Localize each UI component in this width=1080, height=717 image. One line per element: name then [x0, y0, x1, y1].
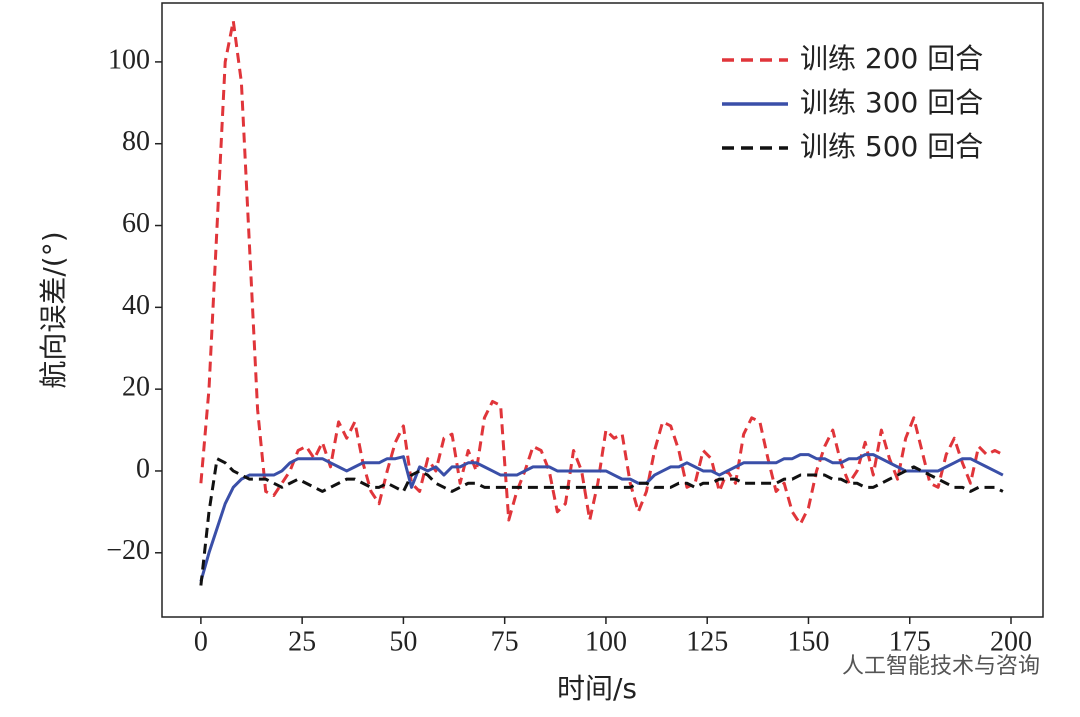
x-tick-label: 0 — [194, 626, 208, 657]
y-tick-label: 20 — [122, 372, 150, 403]
x-tick-label: 200 — [990, 626, 1032, 657]
y-tick-label: 0 — [136, 453, 150, 484]
series-line — [199, 19, 1004, 526]
plot-frame — [161, 2, 1044, 618]
y-axis-label: 航向误差/(°) — [37, 231, 70, 388]
y-tick-label: 80 — [122, 126, 150, 157]
x-tick-label: 50 — [389, 626, 417, 657]
legend-label: 训练 300 回合 — [800, 86, 983, 119]
legend-label: 训练 500 回合 — [800, 130, 983, 163]
series-line — [199, 453, 1004, 582]
y-tick-label: 60 — [122, 208, 150, 239]
y-tick-label: −20 — [106, 535, 150, 566]
x-tick-label: 100 — [585, 626, 627, 657]
x-tick-label: 25 — [288, 626, 316, 657]
x-axis-label: 时间/s — [557, 672, 637, 705]
series-line — [199, 457, 1004, 586]
watermark: 人工智能技术与咨询 — [842, 654, 1040, 679]
y-tick-label: 40 — [122, 290, 150, 321]
x-tick-label: 125 — [686, 626, 728, 657]
y-tick-label: 100 — [108, 44, 150, 75]
legend-label: 训练 200 回合 — [800, 42, 983, 75]
x-tick-label: 175 — [889, 626, 931, 657]
x-tick-label: 75 — [491, 626, 519, 657]
x-tick-label: 150 — [787, 626, 829, 657]
